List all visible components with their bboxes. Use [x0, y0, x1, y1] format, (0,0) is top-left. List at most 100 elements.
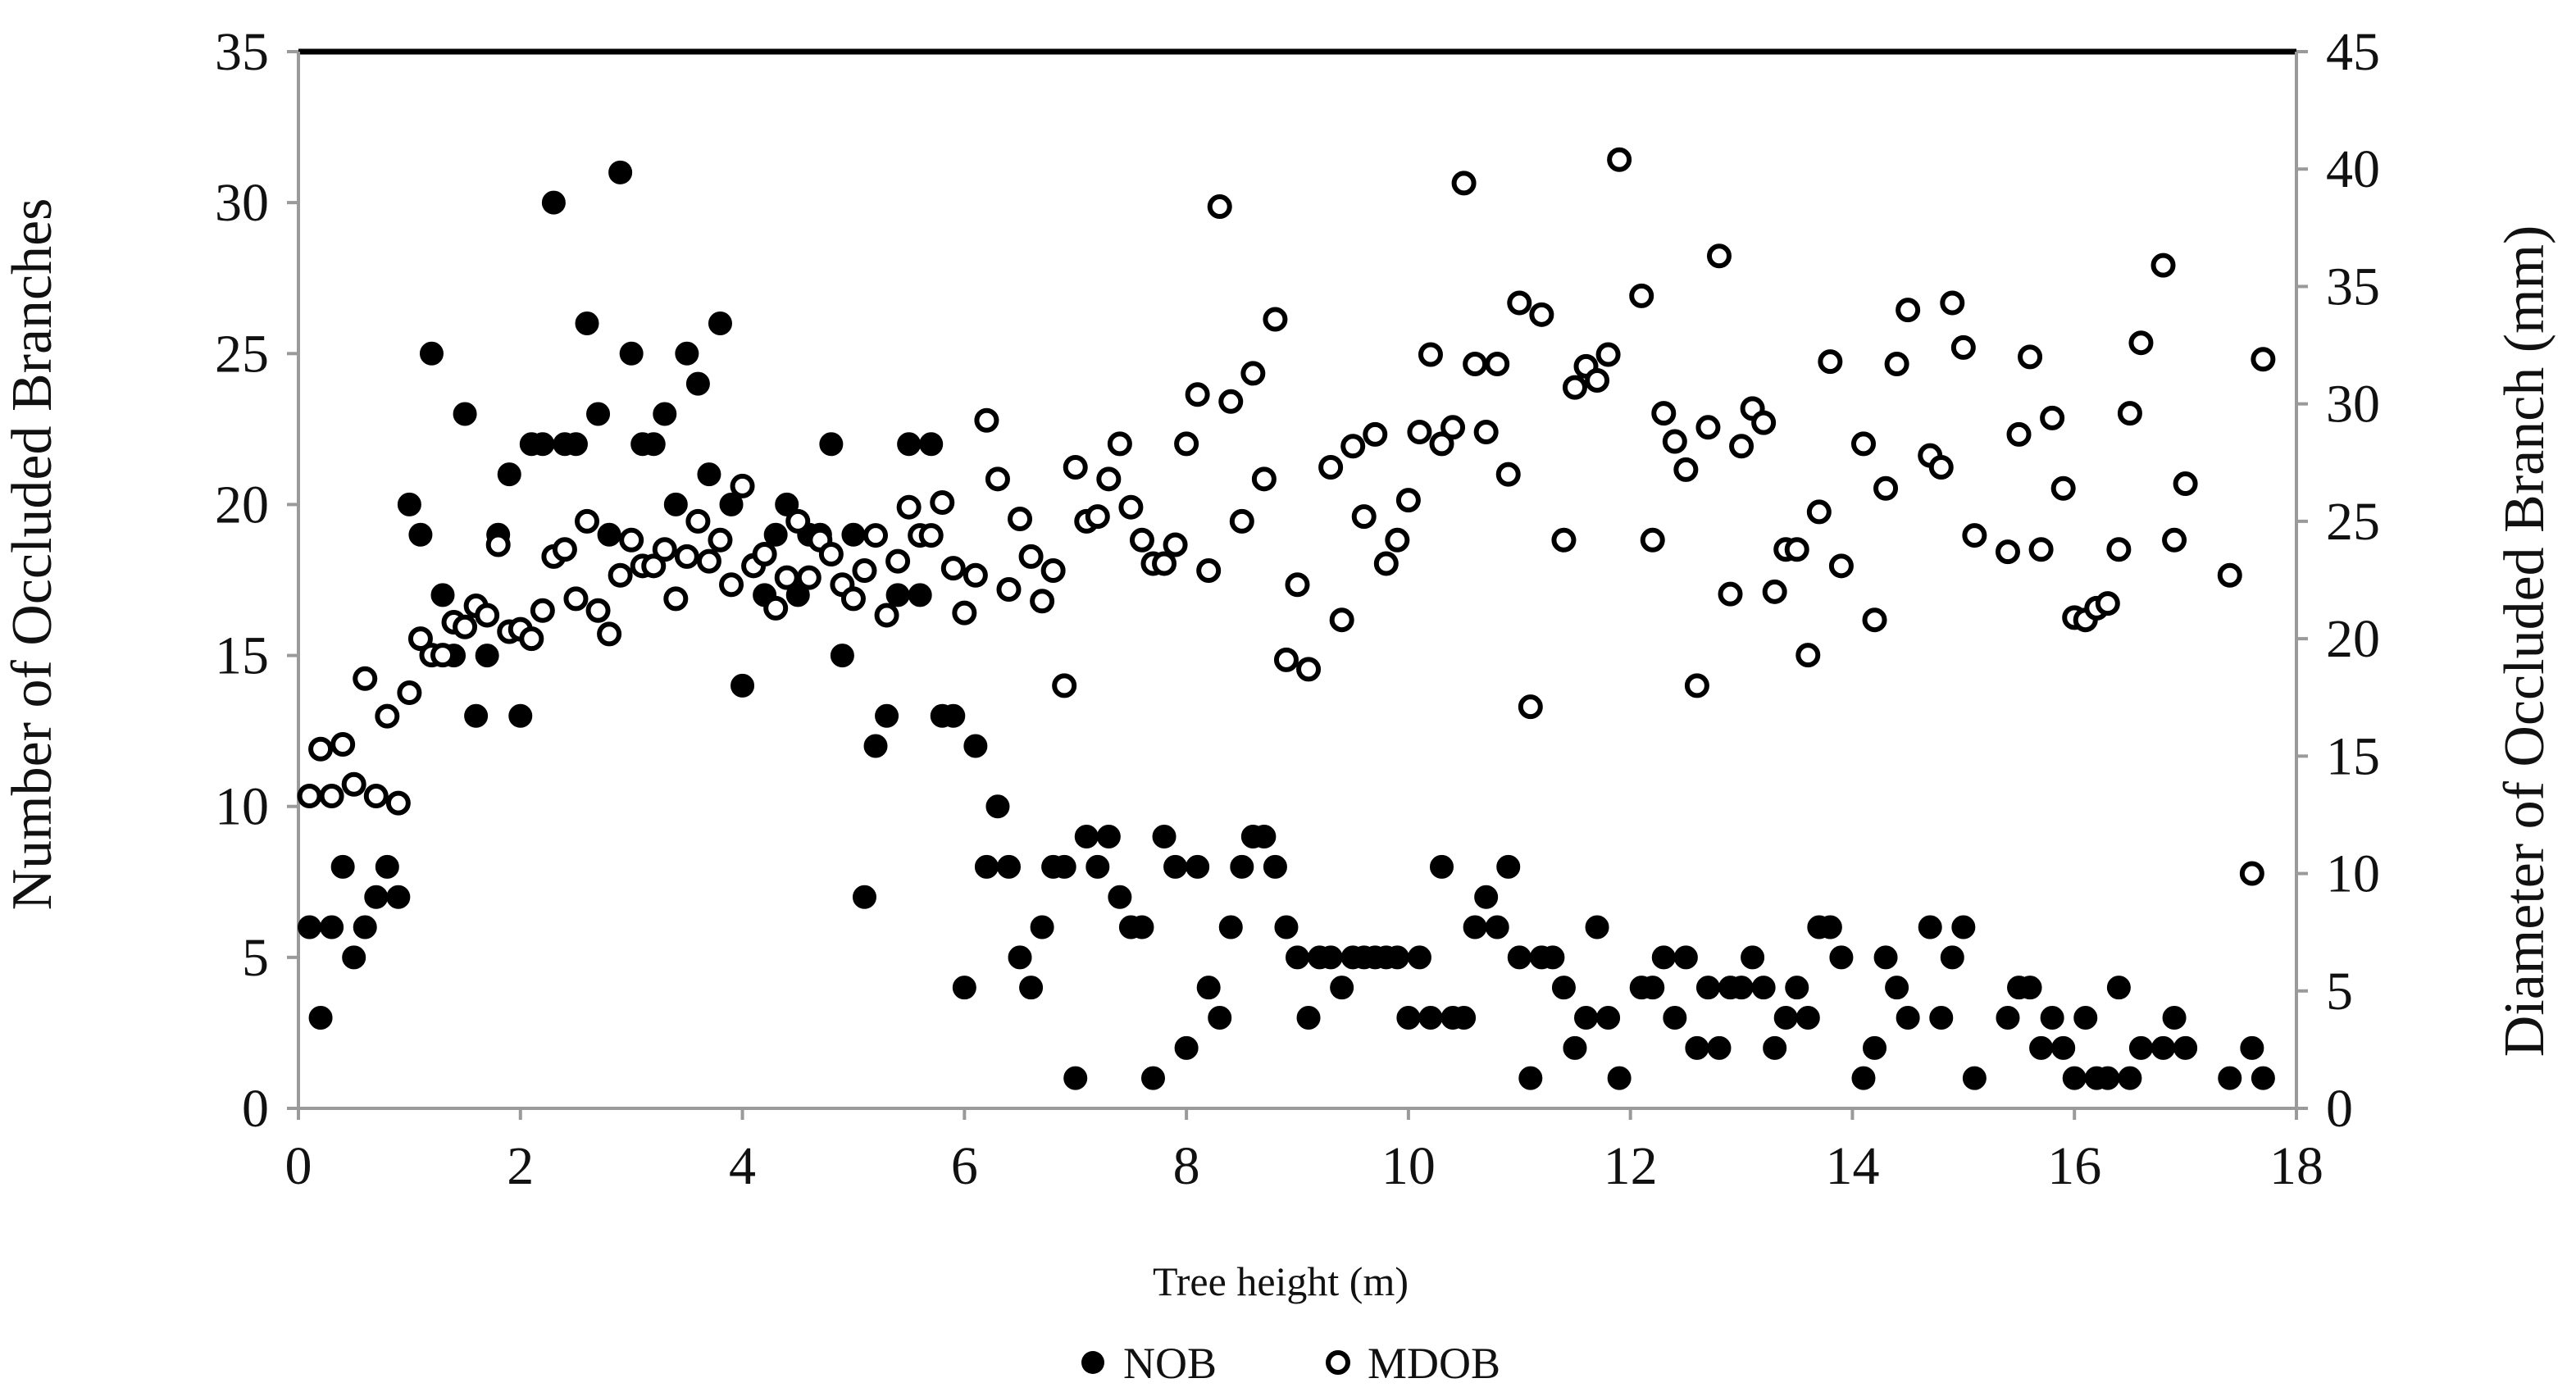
point-mdob [385, 790, 411, 816]
point-mdob [708, 527, 733, 553]
point-nob [1795, 1006, 1820, 1030]
point-mdob [575, 508, 600, 534]
plot-frame [297, 48, 2298, 1110]
point-nob [908, 583, 932, 607]
legend-label-nob: NOB [1123, 1339, 1217, 1388]
point-mdob [1795, 643, 1821, 668]
point-mdob [1928, 455, 1954, 480]
point-nob [1685, 1035, 1709, 1060]
point-nob [1596, 1006, 1621, 1030]
point-nob [1641, 976, 1665, 1000]
point-nob [763, 522, 788, 547]
point-mdob [940, 556, 966, 581]
point-mdob [1395, 488, 1421, 513]
point-mdob [1585, 368, 1610, 393]
point-mdob [2251, 347, 2276, 372]
point-nob [1785, 976, 1809, 1000]
point-nob [1186, 854, 1210, 879]
point-mdob [1562, 375, 1587, 400]
y-left-tick-label: 5 [242, 928, 269, 988]
point-nob [1751, 976, 1776, 1000]
point-mdob [1129, 527, 1154, 553]
point-mdob [1629, 283, 1654, 308]
point-nob [597, 522, 621, 547]
point-mdob [1673, 457, 1699, 482]
point-mdob [685, 508, 711, 534]
point-mdob [1995, 539, 2020, 565]
point-mdob [1595, 342, 1621, 367]
point-nob [1851, 1066, 1876, 1090]
point-nob [897, 432, 922, 457]
point-mdob [585, 598, 611, 623]
point-nob [2151, 1035, 2176, 1060]
point-mdob [2239, 861, 2264, 886]
point-mdob [1163, 532, 1188, 557]
point-mdob [1351, 504, 1377, 530]
point-nob [2173, 1035, 2198, 1060]
point-nob [952, 976, 976, 1000]
point-nob [875, 703, 899, 728]
point-nob [1574, 1006, 1599, 1030]
point-mdob [1507, 290, 1532, 316]
point-nob [1962, 1066, 1987, 1090]
point-mdob [785, 508, 811, 534]
legend: NOB MDOB [1081, 1339, 1500, 1388]
point-mdob [2006, 421, 2032, 447]
point-nob [1996, 1006, 2020, 1030]
point-mdob [896, 494, 922, 520]
y-right-tick-label: 15 [2326, 726, 2380, 786]
point-nob [1563, 1035, 1587, 1060]
point-mdob [2018, 344, 2043, 370]
point-mdob [2128, 330, 2154, 356]
point-nob [941, 703, 966, 728]
x-axis-title: Tree height (m) [1153, 1258, 1409, 1304]
point-nob [586, 402, 611, 426]
point-nob [697, 462, 721, 487]
point-nob [1763, 1035, 1787, 1060]
point-nob [1896, 1006, 1920, 1030]
point-nob [541, 190, 566, 215]
point-nob [1163, 854, 1188, 879]
point-nob [863, 734, 888, 758]
point-nob [1873, 945, 1898, 970]
point-mdob [1052, 673, 1077, 698]
point-mdob [652, 537, 677, 562]
point-nob [2040, 1006, 2064, 1030]
point-mdob [1463, 351, 1488, 376]
point-nob [2162, 1006, 2187, 1030]
point-nob [1651, 945, 1676, 970]
point-nob [1829, 945, 1854, 970]
point-nob [2051, 1035, 2076, 1060]
point-mdob [996, 576, 1022, 602]
point-mdob [1085, 504, 1110, 530]
point-mdob [1473, 420, 1499, 445]
point-mdob [1640, 527, 1665, 553]
point-nob [830, 644, 854, 668]
point-mdob [719, 572, 744, 598]
point-mdob [1152, 551, 1177, 576]
point-nob [1485, 915, 1509, 939]
point-nob [1729, 976, 1754, 1000]
y-right-tick-label: 20 [2326, 609, 2380, 669]
point-mdob [597, 621, 622, 647]
point-mdob [430, 643, 456, 668]
point-nob [719, 492, 744, 516]
point-nob [1430, 854, 1454, 879]
point-mdob [763, 595, 789, 621]
point-nob [1296, 1006, 1321, 1030]
point-mdob [1828, 553, 1854, 579]
point-nob [1152, 825, 1176, 849]
point-nob [2106, 976, 2131, 1000]
point-nob [1318, 945, 1343, 970]
point-nob [1418, 1006, 1443, 1030]
point-mdob [1285, 572, 1310, 598]
point-mdob [2040, 405, 2065, 430]
point-nob [1196, 976, 1221, 1000]
point-mdob [1651, 401, 1677, 426]
point-mdob [1440, 415, 1466, 440]
point-nob [575, 311, 599, 335]
x-tick-label: 18 [2269, 1136, 2323, 1196]
point-mdob [863, 523, 889, 548]
x-tick-label: 2 [507, 1136, 534, 1196]
